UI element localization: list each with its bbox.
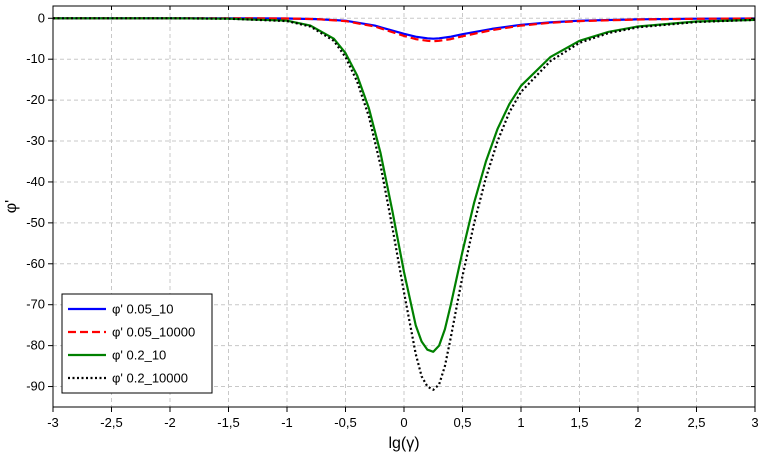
- axis-ticks: -3 -2,5 -2 -1,5 -1 -0,5 0 0,5 1 1,5 2 2,5 3 0 -10 -20 -3…: [26, 6, 759, 430]
- x-tick-label: 1: [517, 415, 524, 430]
- x-axis-label: lg(γ): [388, 435, 419, 452]
- x-tick-label: -1,5: [217, 415, 239, 430]
- series-line-3: [53, 17, 755, 391]
- x-tick-label: 0: [400, 415, 407, 430]
- x-tick-label: -1: [281, 415, 293, 430]
- y-tick-label: -70: [26, 297, 45, 312]
- x-tick-label: 3: [751, 415, 758, 430]
- x-tick-label: 0,5: [453, 415, 471, 430]
- x-tick-label: -2,5: [100, 415, 122, 430]
- x-tick-label: -0,5: [334, 415, 356, 430]
- x-tick-label: 1,5: [570, 415, 588, 430]
- y-tick-label: -50: [26, 215, 45, 230]
- legend-label: φ' 0.2_10: [112, 348, 166, 363]
- y-tick-label: -90: [26, 379, 45, 394]
- x-tick-label: 2,5: [687, 415, 705, 430]
- x-tick-label: -3: [47, 415, 59, 430]
- plot-series: [53, 17, 755, 391]
- y-tick-label: -80: [26, 338, 45, 353]
- y-tick-label: -40: [26, 174, 45, 189]
- y-tick-label: 0: [38, 10, 45, 25]
- legend-box: [61, 293, 213, 394]
- y-tick-label: -20: [26, 92, 45, 107]
- grid: [53, 6, 755, 407]
- x-tick-label: 2: [634, 415, 641, 430]
- y-tick-label: -30: [26, 133, 45, 148]
- y-tick-label: -10: [26, 51, 45, 66]
- series-line-1: [53, 17, 755, 43]
- y-tick-label: -60: [26, 256, 45, 271]
- legend-label: φ' 0.05_10: [112, 302, 174, 317]
- x-tick-label: -2: [164, 415, 176, 430]
- legend-label: φ' 0.2_10000: [112, 371, 188, 386]
- series-line-2: [53, 17, 755, 353]
- y-axis-label: φ': [3, 200, 20, 213]
- legend-label: φ' 0.05_10000: [112, 325, 195, 340]
- legend: φ' 0.05_10 φ' 0.05_10000 φ' 0.2_10 φ' 0.2_1…: [61, 293, 213, 394]
